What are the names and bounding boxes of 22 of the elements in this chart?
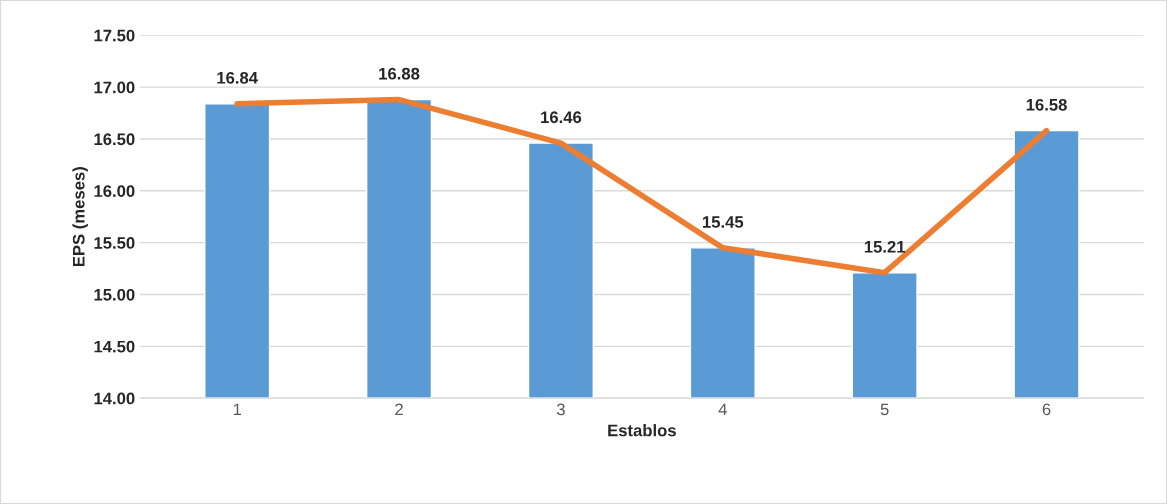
data-label: 16.58 <box>1026 98 1067 111</box>
x-tick-label: 6 <box>1042 403 1051 416</box>
data-label: 15.45 <box>702 216 744 228</box>
y-axis-title: EPS (meses) <box>72 167 88 267</box>
y-tick-label: 17.00 <box>94 81 135 94</box>
y-tick-label: 16.50 <box>94 133 135 146</box>
x-tick-label: 2 <box>395 403 403 416</box>
x-axis-title: Establos <box>608 424 676 437</box>
y-tick-label: 15.00 <box>94 288 135 301</box>
y-tick-label: 14.50 <box>94 340 135 353</box>
x-tick-label: 4 <box>718 403 727 416</box>
x-tick-label: 3 <box>556 403 565 416</box>
data-label: 16.84 <box>217 71 258 84</box>
y-tick-label: 16.00 <box>94 185 135 197</box>
data-label: 15.21 <box>864 240 906 253</box>
data-label: 16.46 <box>541 111 582 124</box>
y-tick-label: 14.00 <box>94 392 135 405</box>
y-tick-label: 17.50 <box>94 29 135 42</box>
x-tick-label: 1 <box>233 403 241 416</box>
x-tick-label: 5 <box>880 403 889 416</box>
data-label: 16.88 <box>379 67 420 80</box>
y-tick-label: 15.50 <box>94 237 135 249</box>
